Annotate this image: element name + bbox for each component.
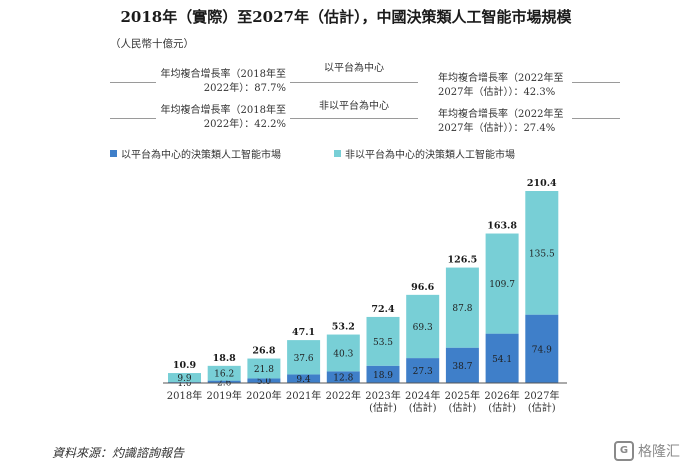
legend-platform-label: 以平台為中心的決策類人工智能市場	[121, 150, 281, 161]
legend-non-platform: 非以平台為中心的決策類人工智能市場	[334, 146, 515, 161]
total-value-label: 10.9	[173, 360, 197, 371]
bar-segment-non-platform	[207, 365, 241, 381]
total-value-label: 72.4	[371, 304, 395, 315]
cagr-rule-4	[110, 118, 156, 119]
bar-segment-platform	[445, 347, 479, 383]
bar-segment-platform	[207, 380, 241, 383]
bar-segment-non-platform	[326, 334, 360, 372]
bar-segment-platform	[485, 333, 519, 383]
legend-platform-swatch	[110, 150, 117, 157]
chart-title: 2018年（實際）至2027年（估計），中國決策類人工智能市場規模	[120, 8, 572, 26]
bar-segment-platform	[287, 374, 321, 383]
segment-value-label: 69.3	[413, 323, 433, 333]
legend-non-platform-swatch	[334, 150, 341, 157]
x-tick-label: 2020年	[246, 389, 281, 402]
x-tick-label: (估計)	[409, 401, 437, 414]
bar-segment-non-platform	[287, 340, 321, 375]
bar-segment-non-platform	[445, 267, 479, 348]
cagr-rule-3	[572, 82, 620, 83]
cagr-rule-1	[110, 82, 156, 83]
x-tick-label: (估計)	[448, 401, 476, 414]
bar-segment-platform	[326, 371, 360, 383]
segment-value-label: 18.9	[373, 371, 393, 381]
x-tick-label: 2018年	[167, 389, 202, 402]
total-value-label: 126.5	[448, 255, 478, 266]
segment-value-label: 53.5	[373, 338, 393, 348]
bar-segment-platform	[525, 314, 559, 383]
total-value-label: 210.4	[527, 178, 557, 189]
cagr-rule-5	[290, 118, 418, 119]
segment-value-label: 54.1	[492, 355, 512, 365]
total-value-label: 47.1	[292, 327, 315, 338]
watermark-logo-icon: G	[614, 441, 634, 461]
segment-value-label: 9.4	[296, 375, 311, 385]
bar-segment-platform	[406, 358, 440, 383]
x-tick-label: 2023年	[365, 389, 400, 402]
x-tick-label: 2021年	[286, 389, 321, 402]
cagr-rule-6	[572, 118, 620, 119]
total-value-label: 26.8	[252, 346, 276, 357]
x-tick-label: 2024年	[405, 389, 440, 402]
source-note: 資料來源：灼識諮詢報告	[52, 446, 185, 460]
segment-value-label: 87.8	[452, 304, 472, 314]
x-tick-label: 2027年	[524, 389, 559, 402]
segment-value-label: 37.6	[294, 354, 314, 364]
bar-segment-non-platform	[247, 358, 281, 379]
x-tick-label: 2022年	[326, 389, 361, 402]
x-tick-label: (估計)	[488, 401, 516, 414]
total-value-label: 53.2	[332, 322, 355, 333]
segment-value-label: 16.2	[214, 370, 234, 380]
legend-platform: 以平台為中心的決策類人工智能市場	[110, 146, 281, 161]
cagr-rule-2	[290, 82, 418, 83]
watermark: G 格隆汇	[614, 441, 680, 461]
x-tick-label: 2025年	[445, 389, 480, 402]
segment-value-label: 74.9	[532, 345, 552, 355]
cagr-platform-label: 以平台為中心	[324, 63, 384, 74]
x-tick-label: 2026年	[484, 389, 519, 402]
segment-value-label: 27.3	[413, 367, 433, 377]
segment-value-label: 21.8	[254, 365, 274, 375]
bar-segment-platform	[247, 378, 281, 383]
total-value-label: 96.6	[411, 282, 435, 293]
bar-segment-non-platform	[406, 294, 440, 359]
cagr-nonplatform-label: 非以平台為中心	[319, 101, 389, 112]
x-tick-label: (估計)	[528, 401, 556, 414]
segment-value-label: 38.7	[452, 362, 472, 372]
total-value-label: 163.8	[487, 221, 517, 232]
cagr-nonplatform-fcst: 年均複合增長率（2022年至 2027年（估計））：27.4%	[438, 109, 564, 134]
bar-segment-platform	[366, 365, 400, 383]
legend-non-platform-label: 非以平台為中心的決策類人工智能市場	[345, 150, 515, 161]
cagr-nonplatform-hist: 年均複合增長率（2018年至 2022年）：42.2%	[160, 105, 286, 130]
x-tick-label: 2019年	[206, 389, 241, 402]
segment-value-label: 9.9	[177, 374, 192, 384]
bar-segment-non-platform	[525, 191, 559, 315]
bar-segment-non-platform	[366, 316, 400, 366]
segment-value-label: 5.0	[257, 377, 272, 387]
bar-segment-non-platform	[168, 373, 201, 383]
watermark-text: 格隆汇	[638, 444, 680, 460]
cagr-platform-fcst: 年均複合增長率（2022年至 2027年（估計））：42.3%	[438, 73, 564, 98]
cagr-platform-hist: 年均複合增長率（2018年至 2022年）：87.7%	[160, 69, 286, 94]
segment-value-label: 1.0	[177, 379, 192, 389]
total-value-label: 18.8	[213, 353, 237, 364]
segment-value-label: 109.7	[489, 280, 515, 290]
segment-value-label: 135.5	[529, 249, 555, 259]
segment-value-label: 40.3	[333, 349, 353, 359]
bar-segment-non-platform	[485, 233, 519, 334]
x-tick-label: (估計)	[369, 401, 397, 414]
unit-label: （人民幣十億元）	[110, 38, 194, 50]
segment-value-label: 12.8	[333, 374, 353, 384]
